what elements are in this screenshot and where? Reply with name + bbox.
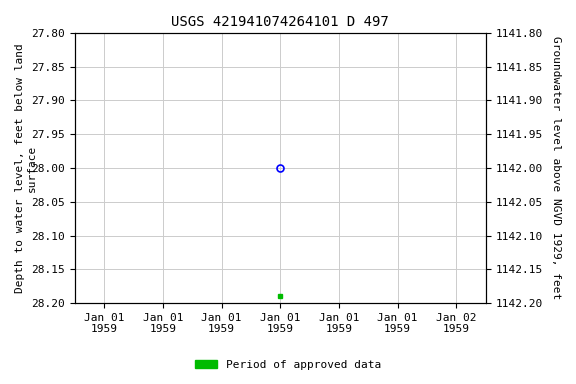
Y-axis label: Depth to water level, feet below land
surface: Depth to water level, feet below land su… [15, 43, 37, 293]
Title: USGS 421941074264101 D 497: USGS 421941074264101 D 497 [172, 15, 389, 29]
Legend: Period of approved data: Period of approved data [191, 356, 385, 375]
Y-axis label: Groundwater level above NGVD 1929, feet: Groundwater level above NGVD 1929, feet [551, 36, 561, 300]
